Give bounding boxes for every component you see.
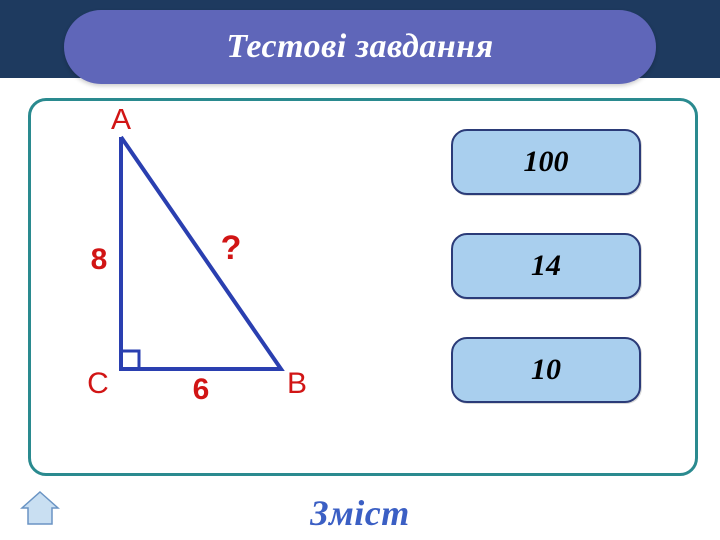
home-icon xyxy=(22,492,58,524)
answer-option-2[interactable]: 10 xyxy=(451,337,641,403)
home-button[interactable] xyxy=(20,490,60,526)
answer-option-label: 14 xyxy=(531,249,561,283)
contents-link[interactable]: Зміст xyxy=(310,492,409,534)
answer-option-0[interactable]: 100 xyxy=(451,129,641,195)
side-label-unknown: ? xyxy=(221,229,242,267)
vertex-label-a: A xyxy=(111,109,131,136)
right-angle-marker xyxy=(121,351,139,369)
triangle-diagram: A C B 8 6 ? xyxy=(51,109,341,419)
answer-option-label: 10 xyxy=(531,353,561,387)
title-pill: Тестові завдання xyxy=(64,10,656,84)
side-label-cb: 6 xyxy=(193,373,210,406)
triangle-outline xyxy=(121,137,281,369)
answers-group: 100 14 10 xyxy=(451,129,641,403)
vertex-label-c: C xyxy=(87,367,109,400)
page-title: Тестові завдання xyxy=(226,28,493,66)
side-label-ac: 8 xyxy=(91,243,108,276)
answer-option-label: 100 xyxy=(524,145,569,179)
answer-option-1[interactable]: 14 xyxy=(451,233,641,299)
vertex-label-b: B xyxy=(287,367,307,400)
content-box: A C B 8 6 ? 100 14 10 xyxy=(28,98,698,476)
